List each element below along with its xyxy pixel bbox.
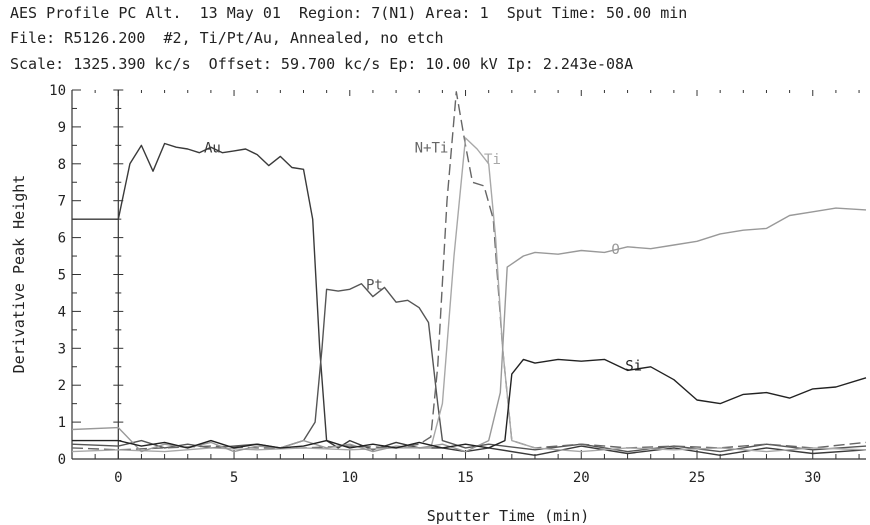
- series-label-o: O: [611, 242, 619, 258]
- header-line-1: AES Profile PC Alt. 13 May 01 Region: 7(…: [10, 4, 688, 22]
- y-tick-label: 4: [58, 304, 66, 320]
- x-tick-label: 15: [457, 470, 474, 486]
- series-line-au: [72, 142, 867, 456]
- series-label-au: Au: [204, 141, 221, 157]
- plot-axes: 0 1 2 3 4 5 6 7 8 9 10 0 5 10 15 20 25 30: [49, 83, 866, 486]
- series-line-n-ti: [71, 91, 867, 451]
- x-tick-label: 25: [689, 470, 706, 486]
- x-tick-label: 30: [804, 470, 821, 486]
- header-line-3: Scale: 1325.390 kc/s Offset: 59.700 kc/s…: [10, 55, 634, 73]
- y-tick-label: 10: [49, 83, 66, 99]
- x-tick-label: 0: [114, 470, 122, 486]
- x-axis-label: Sputter Time (min): [427, 507, 590, 525]
- y-tick-label: 2: [58, 378, 66, 394]
- y-tick-label: 6: [58, 231, 66, 247]
- y-tick-label: 0: [58, 452, 66, 468]
- series-label-si: Si: [625, 358, 642, 374]
- y-axis-label: Derivative Peak Height: [10, 175, 28, 374]
- series-label-ti: Ti: [484, 152, 501, 168]
- y-tick-label: 1: [58, 415, 66, 431]
- series-labels: Au Pt N+Ti Ti O Si: [204, 141, 642, 375]
- y-tick-label: 7: [58, 194, 66, 210]
- x-tick-label: 5: [230, 470, 238, 486]
- x-tick-label: 10: [341, 470, 358, 486]
- plot-series: [71, 91, 867, 456]
- y-tick-label: 9: [58, 120, 66, 136]
- series-line-ti: [71, 137, 867, 453]
- series-line-o: [71, 207, 867, 453]
- y-tick-label: 5: [58, 268, 66, 284]
- y-tick-label: 8: [58, 157, 66, 173]
- header-line-2: File: R5126.200 #2, Ti/Pt/Au, Annealed, …: [10, 29, 444, 47]
- series-label-pt: Pt: [366, 277, 383, 293]
- series-line-si: [72, 358, 867, 449]
- series-line-pt: [71, 283, 867, 453]
- x-tick-label: 20: [573, 470, 590, 486]
- series-label-n-ti: N+Ti: [415, 141, 449, 157]
- y-tick-label: 3: [58, 341, 66, 357]
